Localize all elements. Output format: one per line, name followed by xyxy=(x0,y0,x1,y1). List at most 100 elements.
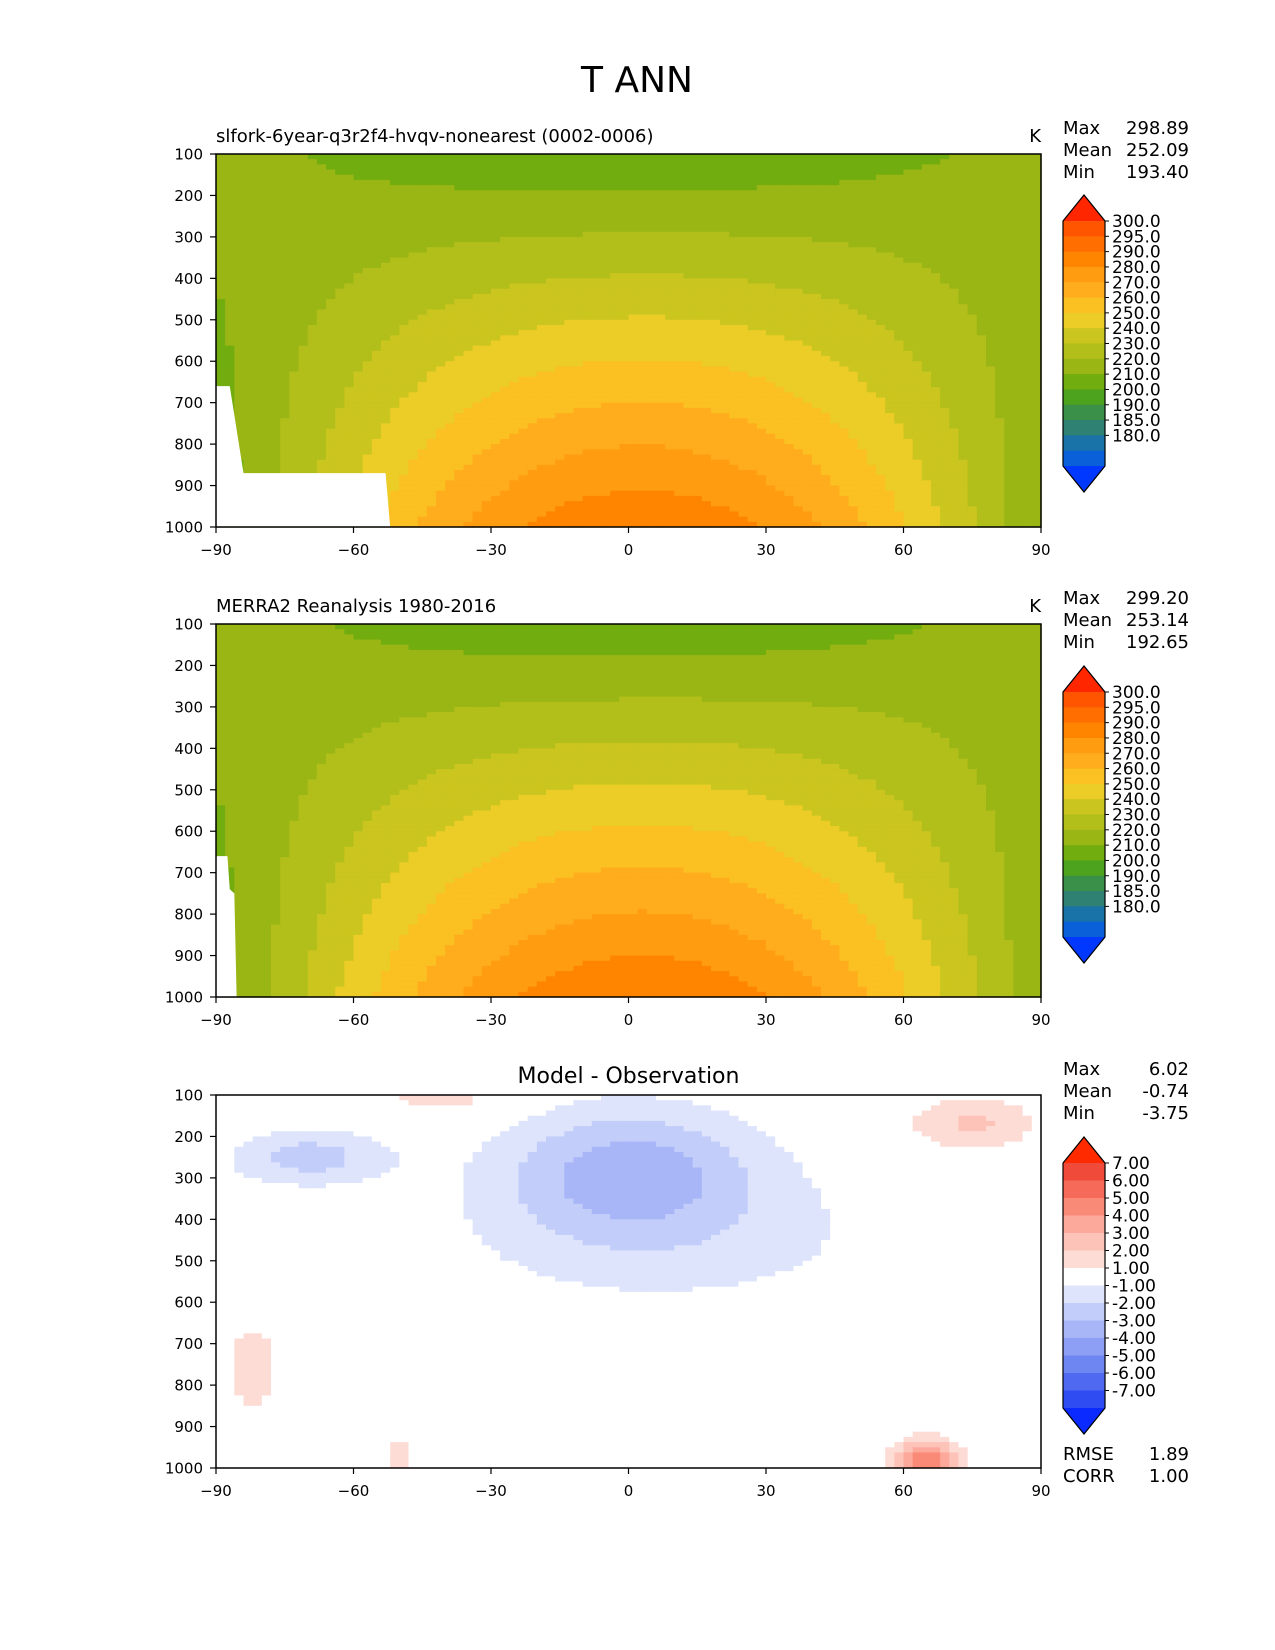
field-cell xyxy=(371,371,382,378)
field-cell xyxy=(802,449,813,456)
field-cell xyxy=(747,257,758,264)
field-cell xyxy=(362,252,373,259)
field-cell xyxy=(408,293,419,300)
field-cell xyxy=(445,185,455,191)
field-cell xyxy=(500,511,510,518)
field-cell xyxy=(811,288,822,295)
field-cell xyxy=(646,511,657,518)
field-cell xyxy=(509,216,520,222)
field-cell xyxy=(674,361,685,367)
field-cell xyxy=(564,205,575,212)
field-cell xyxy=(280,366,290,373)
field-cell xyxy=(243,454,254,461)
field-cell xyxy=(509,252,520,259)
field-cell xyxy=(848,185,859,191)
field-cell xyxy=(573,319,584,326)
field-cell xyxy=(289,195,300,202)
field-cell xyxy=(610,319,620,326)
field-cell xyxy=(445,345,455,352)
field-cell xyxy=(500,195,510,202)
field-cell xyxy=(436,179,446,186)
field-cell xyxy=(225,210,235,217)
field-cell xyxy=(747,464,758,471)
field-cell xyxy=(711,376,721,383)
field-cell xyxy=(738,154,749,160)
field-cell xyxy=(472,330,483,336)
field-cell xyxy=(463,221,474,228)
field-cell xyxy=(747,205,758,212)
field-cell xyxy=(811,242,822,248)
field-cell xyxy=(472,309,483,316)
field-cell xyxy=(738,221,749,228)
field-cell xyxy=(500,283,510,290)
field-cell xyxy=(720,423,730,430)
field-cell xyxy=(738,361,749,367)
field-cell xyxy=(793,516,804,523)
field-cell xyxy=(701,164,712,171)
field-cell xyxy=(289,226,300,233)
field-cell xyxy=(381,402,391,409)
field-cell xyxy=(610,350,620,357)
field-cell xyxy=(491,304,501,311)
field-cell xyxy=(344,169,355,176)
field-cell xyxy=(546,418,556,424)
field-cell xyxy=(711,159,721,165)
field-cell xyxy=(481,179,492,186)
field-cell xyxy=(481,387,492,393)
field-cell xyxy=(408,299,419,305)
field-cell xyxy=(371,257,382,264)
field-cell xyxy=(426,154,437,160)
field-cell xyxy=(381,397,391,404)
field-cell xyxy=(371,397,382,404)
field-cell xyxy=(518,164,529,171)
field-cell xyxy=(298,247,309,254)
field-cell xyxy=(628,267,639,274)
field-cell xyxy=(674,185,685,191)
field-cell xyxy=(481,159,492,165)
field-cell xyxy=(536,169,547,176)
field-cell xyxy=(307,407,318,414)
field-cell xyxy=(756,418,767,424)
field-cell xyxy=(830,376,840,383)
field-cell xyxy=(371,376,382,383)
field-cell xyxy=(289,179,300,186)
field-cell xyxy=(481,350,492,357)
field-cell xyxy=(454,231,465,238)
field-cell xyxy=(839,418,850,424)
field-cell xyxy=(225,324,235,331)
field-cell xyxy=(481,335,492,342)
field-cell xyxy=(536,402,547,409)
field-cell xyxy=(326,371,336,378)
field-cell xyxy=(839,485,850,492)
field-cell xyxy=(271,159,281,165)
field-cell xyxy=(518,356,529,362)
field-cell xyxy=(491,267,501,274)
field-cell xyxy=(793,278,804,285)
field-cell xyxy=(830,200,840,207)
field-cell xyxy=(509,501,520,507)
field-cell xyxy=(436,159,446,165)
field-cell xyxy=(839,299,850,305)
field-cell xyxy=(527,299,538,305)
field-cell xyxy=(555,470,565,476)
field-cell xyxy=(546,490,556,497)
field-cell xyxy=(436,267,446,274)
field-cell xyxy=(692,413,703,419)
field-cell xyxy=(518,257,529,264)
field-cell xyxy=(536,226,547,233)
field-cell xyxy=(527,174,538,181)
field-cell xyxy=(436,185,446,191)
field-cell xyxy=(344,324,355,331)
field-cell xyxy=(316,226,327,233)
field-cell xyxy=(701,174,712,181)
field-cell xyxy=(381,376,391,383)
field-cell xyxy=(307,179,318,186)
field-cell xyxy=(436,236,446,243)
field-cell xyxy=(280,340,290,347)
field-cell xyxy=(601,381,611,388)
field-cell xyxy=(591,299,602,305)
field-cell xyxy=(839,262,850,269)
field-cell xyxy=(399,506,410,513)
field-cell xyxy=(628,413,639,419)
field-cell xyxy=(711,371,721,378)
